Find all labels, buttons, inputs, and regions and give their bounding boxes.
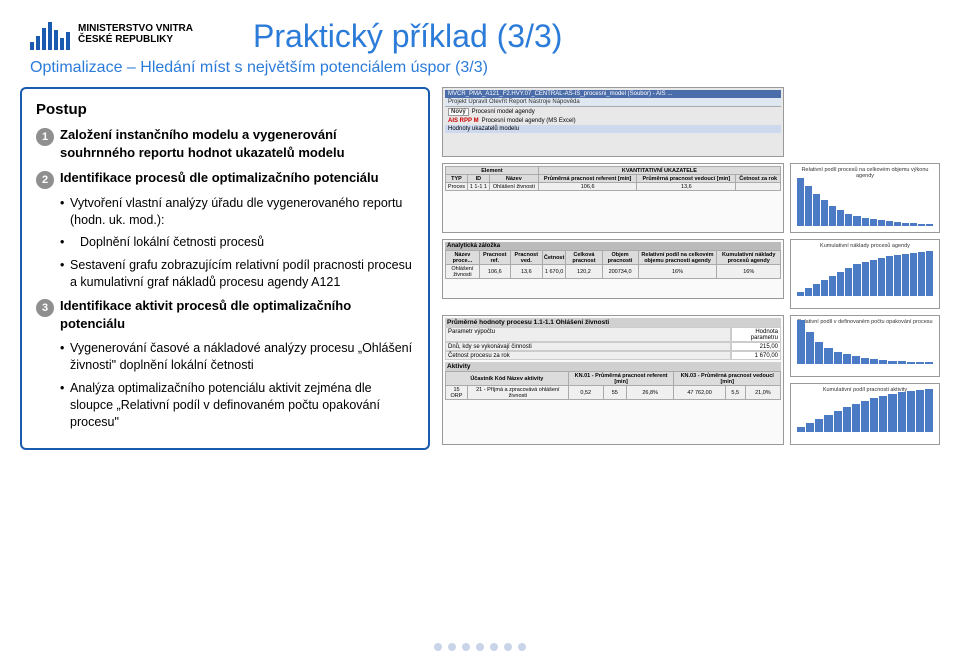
step2-bullet2: Doplnění lokální četnosti procesů: [36, 234, 414, 251]
params-panel: Průměrné hodnoty procesu 1.1-1.1 Ohlášen…: [442, 315, 784, 445]
ministry-logo: MINISTERSTVO VNITRA ČESKÉ REPUBLIKY: [30, 18, 193, 50]
step2-text: Identifikace procesů dle optimalizačního…: [60, 170, 379, 185]
window-title: MVCR_PMA_A121_F2.HVY.07_CENTRAL-AS-IS_pr…: [445, 90, 781, 98]
analytic-table: Analytická záložka Název proce...Pracnos…: [442, 239, 784, 299]
application-menu-screenshot: MVCR_PMA_A121_F2.HVY.07_CENTRAL-AS-IS_pr…: [442, 87, 784, 157]
page-title: Praktický příklad (3/3): [253, 18, 562, 55]
chart-kumul-naklady: Kumulativní náklady procesů agendy: [790, 239, 940, 309]
step1-text: Založení instančního modelu a vygenerová…: [60, 127, 345, 160]
ministry-line1: MINISTERSTVO VNITRA: [78, 23, 193, 34]
element-table: ElementKVANTITATIVNÍ UKAZATELE TYPIDNáze…: [442, 163, 784, 233]
step3-bullet2: Analýza optimalizačního potenciálu aktiv…: [36, 380, 414, 431]
step3-bullet1: Vygenerování časové a nákladové analýzy …: [36, 340, 414, 374]
ministry-line2: ČESKÉ REPUBLIKY: [78, 34, 193, 45]
chart-rel-podil-procesu: Relativní podíl procesů na celkovém obje…: [790, 163, 940, 233]
step-number-2: 2: [36, 171, 54, 189]
step2-bullet3: Sestavení grafu zobrazujícím relativní p…: [36, 257, 414, 291]
new-button: Nový: [448, 108, 469, 116]
step2-bullet1: Vytvoření vlastní analýzy úřadu dle vyge…: [36, 195, 414, 229]
chart-kumul-pracnost: Kumulativní podíl pracnosti aktivity: [790, 383, 940, 445]
footer-pagination-dots: [434, 643, 526, 651]
step-number-3: 3: [36, 299, 54, 317]
chart-rel-podil-opakovani: Relativní podíl v definovaném počtu opak…: [790, 315, 940, 377]
menu-bar: Projekt Upravit Otevřít Report Nástroje …: [445, 98, 781, 107]
step3-text: Identifikace aktivit procesů dle optimal…: [60, 298, 351, 331]
ais-label: AIS RPP M: [448, 118, 479, 124]
page-subtitle: Optimalizace – Hledání míst s největším …: [0, 55, 960, 87]
postup-heading: Postup: [36, 101, 414, 118]
postup-panel: Postup 1 Založení instančního modelu a v…: [20, 87, 430, 450]
step-number-1: 1: [36, 128, 54, 146]
